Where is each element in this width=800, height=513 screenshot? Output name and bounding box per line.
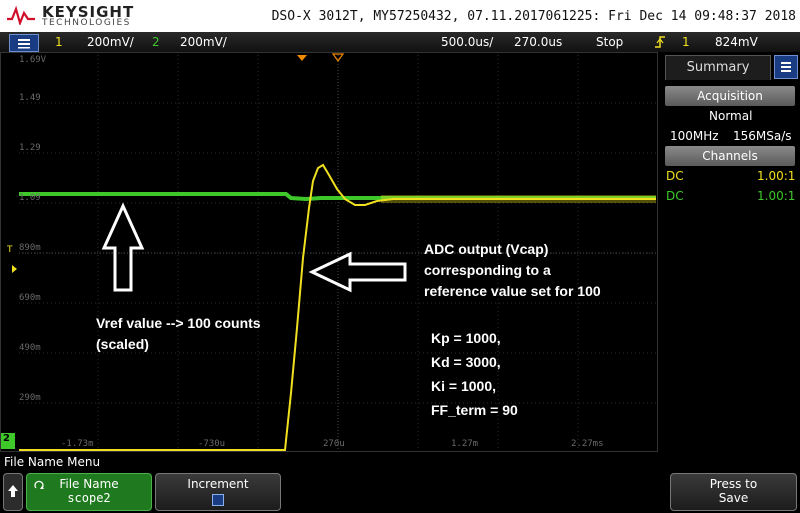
status-bar: 1 200mV/ 2 200mV/ 500.0us/ 270.0us Stop …: [0, 32, 800, 52]
trigger-position-marker[interactable]: [297, 55, 307, 61]
ch1-scale[interactable]: 200mV/: [87, 35, 134, 49]
trigger-marker-label: T: [7, 245, 13, 255]
knob-icon: [34, 480, 44, 489]
back-button[interactable]: [3, 473, 23, 511]
file-name-value: scope2: [67, 491, 111, 505]
keysight-logo-icon: [7, 5, 35, 25]
up-arrow-icon: [101, 202, 145, 292]
run-state[interactable]: Stop: [596, 35, 624, 49]
y-label: 890m: [19, 243, 41, 253]
waveform-display[interactable]: 1.69V 1.49 1.29 1.09 890m 690m 490m 290m…: [0, 52, 658, 452]
sample-rate: 156MSa/s: [733, 129, 792, 143]
main-menu-button[interactable]: [9, 34, 39, 52]
ch2-trace: [19, 192, 656, 202]
y-label: 1.49: [19, 93, 41, 103]
annotation-vref: Vref value --> 100 counts (scaled): [96, 313, 261, 355]
annotation-line: Kp = 1000,: [431, 330, 501, 346]
x-label: 270u: [323, 439, 345, 449]
y-label: 1.69V: [19, 55, 47, 65]
scope-title: DSO-X 3012T, MY57250432, 07.11.201706122…: [271, 9, 796, 24]
trigger-edge-icon: [654, 35, 666, 52]
annotation-line: Ki = 1000,: [431, 378, 496, 394]
menu-icon: [781, 62, 791, 72]
press-to-save-button[interactable]: Press to Save: [670, 473, 797, 511]
ch1-trace: [19, 163, 656, 451]
ch1-coupling: DC: [666, 169, 684, 183]
trigger-source[interactable]: 1: [682, 35, 690, 49]
annotation-gains: Kp = 1000, Kd = 3000, Ki = 1000, FF_term…: [431, 326, 518, 422]
increment-label: Increment: [187, 477, 249, 491]
y-label: 1.09: [19, 193, 41, 203]
increment-softkey[interactable]: Increment: [155, 473, 281, 511]
ch1-probe: 1.00:1: [757, 169, 796, 183]
file-name-label: File Name: [59, 477, 119, 491]
x-label: 1.27m: [451, 439, 479, 449]
y-label: 490m: [19, 343, 41, 353]
summary-panel: Summary Acquisition Normal 100MHz 156MSa…: [661, 52, 800, 452]
press-to-save-line2: Save: [718, 491, 749, 505]
trigger-level[interactable]: 824mV: [715, 35, 758, 49]
ch2-ground-marker[interactable]: [1, 433, 15, 449]
acquisition-mode: Normal: [709, 109, 753, 123]
annotation-line: Vref value --> 100 counts: [96, 315, 261, 331]
time-reference-marker: [331, 53, 345, 63]
annotation-line: (scaled): [96, 336, 149, 352]
y-label: 690m: [19, 293, 41, 303]
annotation-line: FF_term = 90: [431, 402, 518, 418]
tab-summary[interactable]: Summary: [665, 55, 771, 80]
annotation-line: ADC output (Vcap): [424, 241, 549, 257]
ch2-number[interactable]: 2: [152, 35, 160, 49]
increment-checkbox[interactable]: [212, 494, 224, 506]
trigger-level-marker[interactable]: [12, 265, 17, 273]
annotation-line: Kd = 3000,: [431, 354, 501, 370]
scope-header: KEYSIGHT TECHNOLOGIES DSO-X 3012T, MY572…: [0, 0, 800, 32]
acquisition-header: Acquisition: [665, 86, 795, 106]
softkey-bar: File Name Menu File Name scope2 Incremen…: [0, 452, 800, 512]
x-label: 2.27ms: [571, 439, 604, 449]
annotation-line: reference value set for 100: [424, 283, 601, 299]
up-arrow-icon: [8, 485, 18, 497]
menu-icon: [18, 39, 30, 49]
x-label: -730u: [198, 439, 226, 449]
timebase[interactable]: 500.0us/: [441, 35, 494, 49]
ch2-probe: 1.00:1: [757, 189, 796, 203]
ch2-marker-label: 2: [3, 433, 10, 444]
left-arrow-icon: [308, 251, 407, 293]
menu-title: File Name Menu: [4, 455, 101, 469]
ch2-coupling: DC: [666, 189, 684, 203]
brand-subtitle: TECHNOLOGIES: [42, 18, 131, 28]
y-label: 290m: [19, 393, 41, 403]
x-label: -1.73m: [61, 439, 94, 449]
file-name-softkey[interactable]: File Name scope2: [26, 473, 152, 511]
y-label: 1.29: [19, 143, 41, 153]
graticule: [1, 53, 656, 451]
annotation-adc: ADC output (Vcap) corresponding to a ref…: [424, 239, 601, 302]
ch2-scale[interactable]: 200mV/: [180, 35, 227, 49]
delay[interactable]: 270.0us: [514, 35, 563, 49]
press-to-save-line1: Press to: [709, 477, 758, 491]
annotation-line: corresponding to a: [424, 262, 551, 278]
brand-name: KEYSIGHT: [42, 3, 135, 21]
panel-menu-button[interactable]: [774, 55, 798, 79]
ch1-number[interactable]: 1: [55, 35, 63, 49]
channels-header: Channels: [665, 146, 795, 166]
bandwidth: 100MHz: [670, 129, 719, 143]
